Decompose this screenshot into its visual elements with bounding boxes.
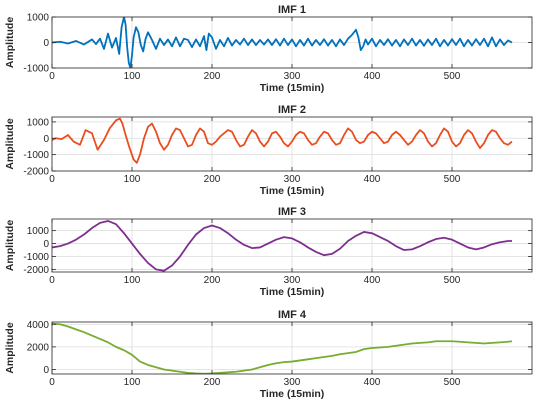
y-tick-label: 1000	[27, 226, 50, 237]
y-tick-label: 2000	[27, 342, 50, 353]
y-axis-label: Amplitude	[4, 322, 16, 373]
x-tick-label: 400	[364, 377, 381, 388]
x-tick-label: 300	[284, 377, 301, 388]
chart-panel-3: 0 100 200 300 400 500 -2000 -1000 0 1000 IMF 3 Time…	[4, 206, 533, 298]
x-tick-label: 100	[124, 275, 141, 286]
x-tick-label: 300	[284, 275, 301, 286]
x-tick-label: 400	[364, 174, 381, 185]
x-tick-label: 500	[444, 377, 461, 388]
x-tick-label: 500	[444, 275, 461, 286]
x-tick-label: 0	[49, 174, 55, 185]
x-tick-label: 100	[124, 377, 141, 388]
series-line-3	[52, 220, 512, 272]
chart-panel-2: 0 100 200 300 400 500 -2000 -1000 0 1000 IMF 2 Time…	[4, 104, 533, 197]
x-axis-label: Time (15min)	[260, 388, 325, 400]
y-axis-label: Amplitude	[4, 17, 16, 68]
y-tick-label: 1000	[27, 13, 50, 24]
y-tick-label: -2000	[23, 167, 49, 178]
chart-title: IMF 1	[278, 4, 306, 16]
y-tick-label: 0	[43, 239, 49, 250]
x-tick-label: 200	[204, 174, 221, 185]
y-tick-label: 4000	[27, 320, 50, 331]
x-axis-label: Time (15min)	[260, 82, 325, 94]
series-line-2	[52, 117, 513, 164]
x-tick-label: 200	[204, 71, 221, 82]
chart-panel-4: 0 100 200 300 400 500 0 2000 4000 IMF 4 Time (15mi…	[4, 309, 533, 400]
x-tick-label: 200	[204, 377, 221, 388]
x-tick-label: 400	[364, 71, 381, 82]
chart-title: IMF 3	[278, 206, 306, 218]
series-line-1	[52, 17, 513, 68]
series-line-4	[52, 322, 513, 374]
x-tick-label: 500	[444, 71, 461, 82]
y-tick-label: -1000	[23, 252, 49, 263]
x-tick-label: 200	[204, 275, 221, 286]
x-axis-label: Time (15min)	[260, 286, 325, 298]
chart-title: IMF 2	[278, 104, 306, 116]
y-tick-label: -2000	[23, 265, 49, 276]
y-tick-label: 1000	[27, 117, 50, 128]
x-tick-label: 400	[364, 275, 381, 286]
x-tick-label: 500	[444, 174, 461, 185]
x-tick-label: 0	[49, 71, 55, 82]
x-tick-label: 0	[49, 275, 55, 286]
x-tick-label: 300	[284, 71, 301, 82]
x-tick-label: 0	[49, 377, 55, 388]
x-tick-label: 100	[124, 71, 141, 82]
x-tick-label: 100	[124, 174, 141, 185]
y-tick-label: -1000	[23, 150, 49, 161]
y-axis-label: Amplitude	[4, 118, 16, 169]
y-tick-label: 0	[43, 38, 49, 49]
chart-title: IMF 4	[278, 309, 307, 321]
y-tick-label: -1000	[23, 64, 49, 75]
x-axis-label: Time (15min)	[260, 185, 325, 197]
x-tick-label: 300	[284, 174, 301, 185]
y-tick-label: 0	[43, 134, 49, 145]
y-axis-label: Amplitude	[4, 220, 16, 271]
y-tick-label: 0	[43, 365, 49, 376]
